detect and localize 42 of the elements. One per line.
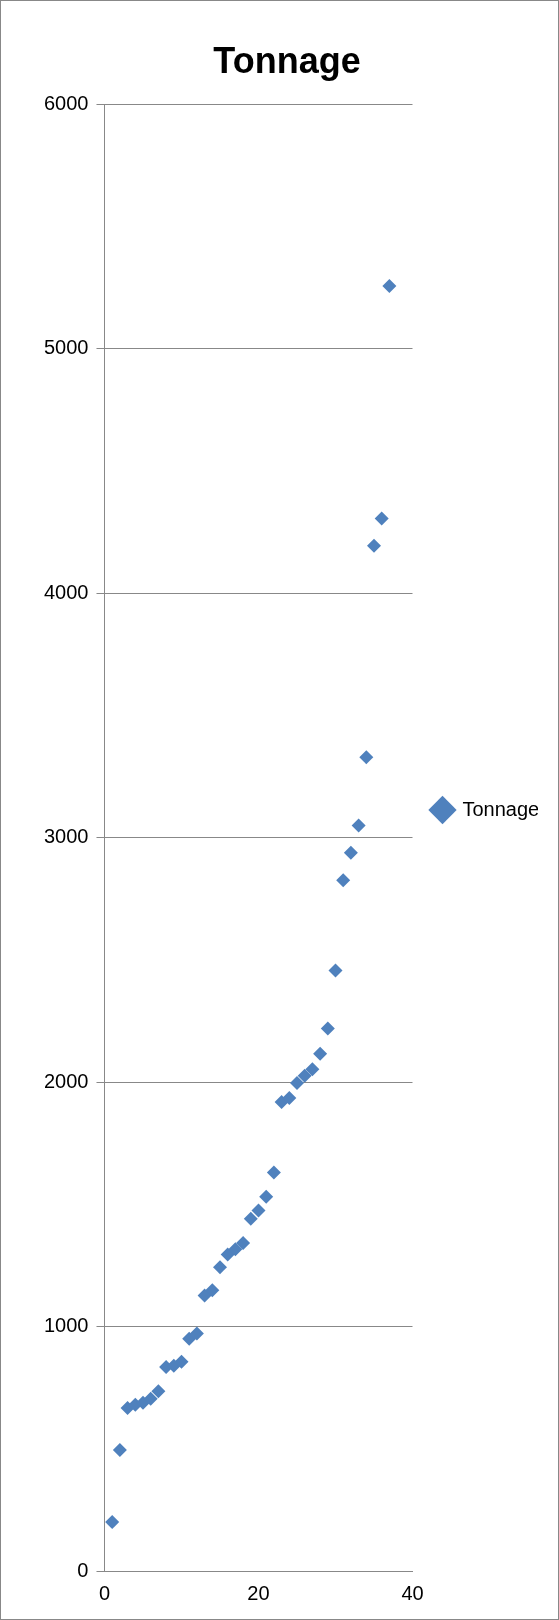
- point: [336, 873, 351, 888]
- y-tick-label: 3000: [43, 825, 89, 848]
- chart-title: Tonnage: [213, 39, 361, 81]
- point: [151, 1384, 166, 1399]
- point: [205, 1283, 220, 1298]
- point: [174, 1354, 189, 1369]
- point: [351, 818, 366, 833]
- point: [313, 1046, 328, 1061]
- point: [328, 963, 343, 978]
- point: [105, 1515, 120, 1530]
- point: [359, 750, 374, 765]
- point: [290, 1076, 304, 1091]
- point: [243, 1211, 258, 1226]
- point: [251, 1203, 266, 1218]
- point: [282, 1090, 297, 1105]
- point: [220, 1247, 235, 1262]
- point: [236, 1235, 251, 1250]
- point: [112, 1442, 127, 1457]
- point: [228, 1242, 243, 1257]
- point: [367, 538, 381, 553]
- point: [382, 279, 397, 294]
- y-tick-label: 6000: [43, 91, 89, 114]
- legend-label: Tonnage: [462, 797, 540, 820]
- y-tick-label: 2000: [43, 1069, 89, 1092]
- y-tick-label: 0: [77, 1558, 89, 1581]
- x-tick-label: 20: [247, 1581, 270, 1604]
- point: [182, 1331, 197, 1346]
- y-tick-label: 4000: [43, 580, 89, 603]
- x-tick-label: 40: [401, 1581, 424, 1604]
- point: [266, 1165, 281, 1180]
- point: [259, 1189, 274, 1204]
- point: [189, 1326, 204, 1341]
- y-tick-label: 1000: [43, 1314, 89, 1337]
- point: [320, 1021, 335, 1036]
- point: [213, 1260, 227, 1275]
- point: [305, 1062, 320, 1077]
- point: [343, 845, 358, 860]
- point: [297, 1068, 312, 1083]
- x-tick-label: 0: [98, 1581, 111, 1604]
- y-tick-label: 5000: [43, 336, 89, 359]
- point: [143, 1391, 158, 1406]
- point: [374, 511, 389, 526]
